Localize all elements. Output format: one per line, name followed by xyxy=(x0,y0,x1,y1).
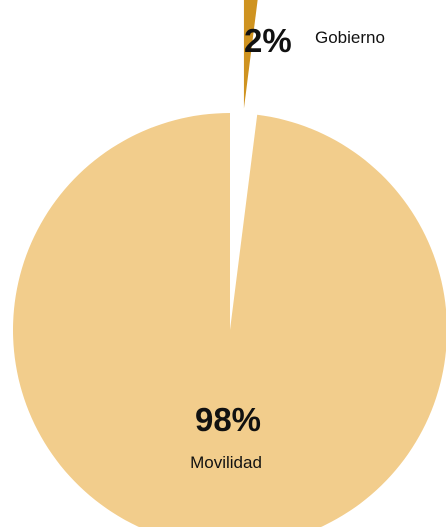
pie-slice-movilidad xyxy=(13,113,446,527)
slice-value-label-gobierno: 2% xyxy=(244,22,292,59)
pie-slices xyxy=(13,0,446,527)
slice-label-gobierno: Gobierno xyxy=(315,28,385,47)
slice-value-label-movilidad: 98% xyxy=(195,401,261,438)
pie-slice-gobierno xyxy=(243,0,258,109)
slice-label-movilidad: Movilidad xyxy=(190,453,262,472)
